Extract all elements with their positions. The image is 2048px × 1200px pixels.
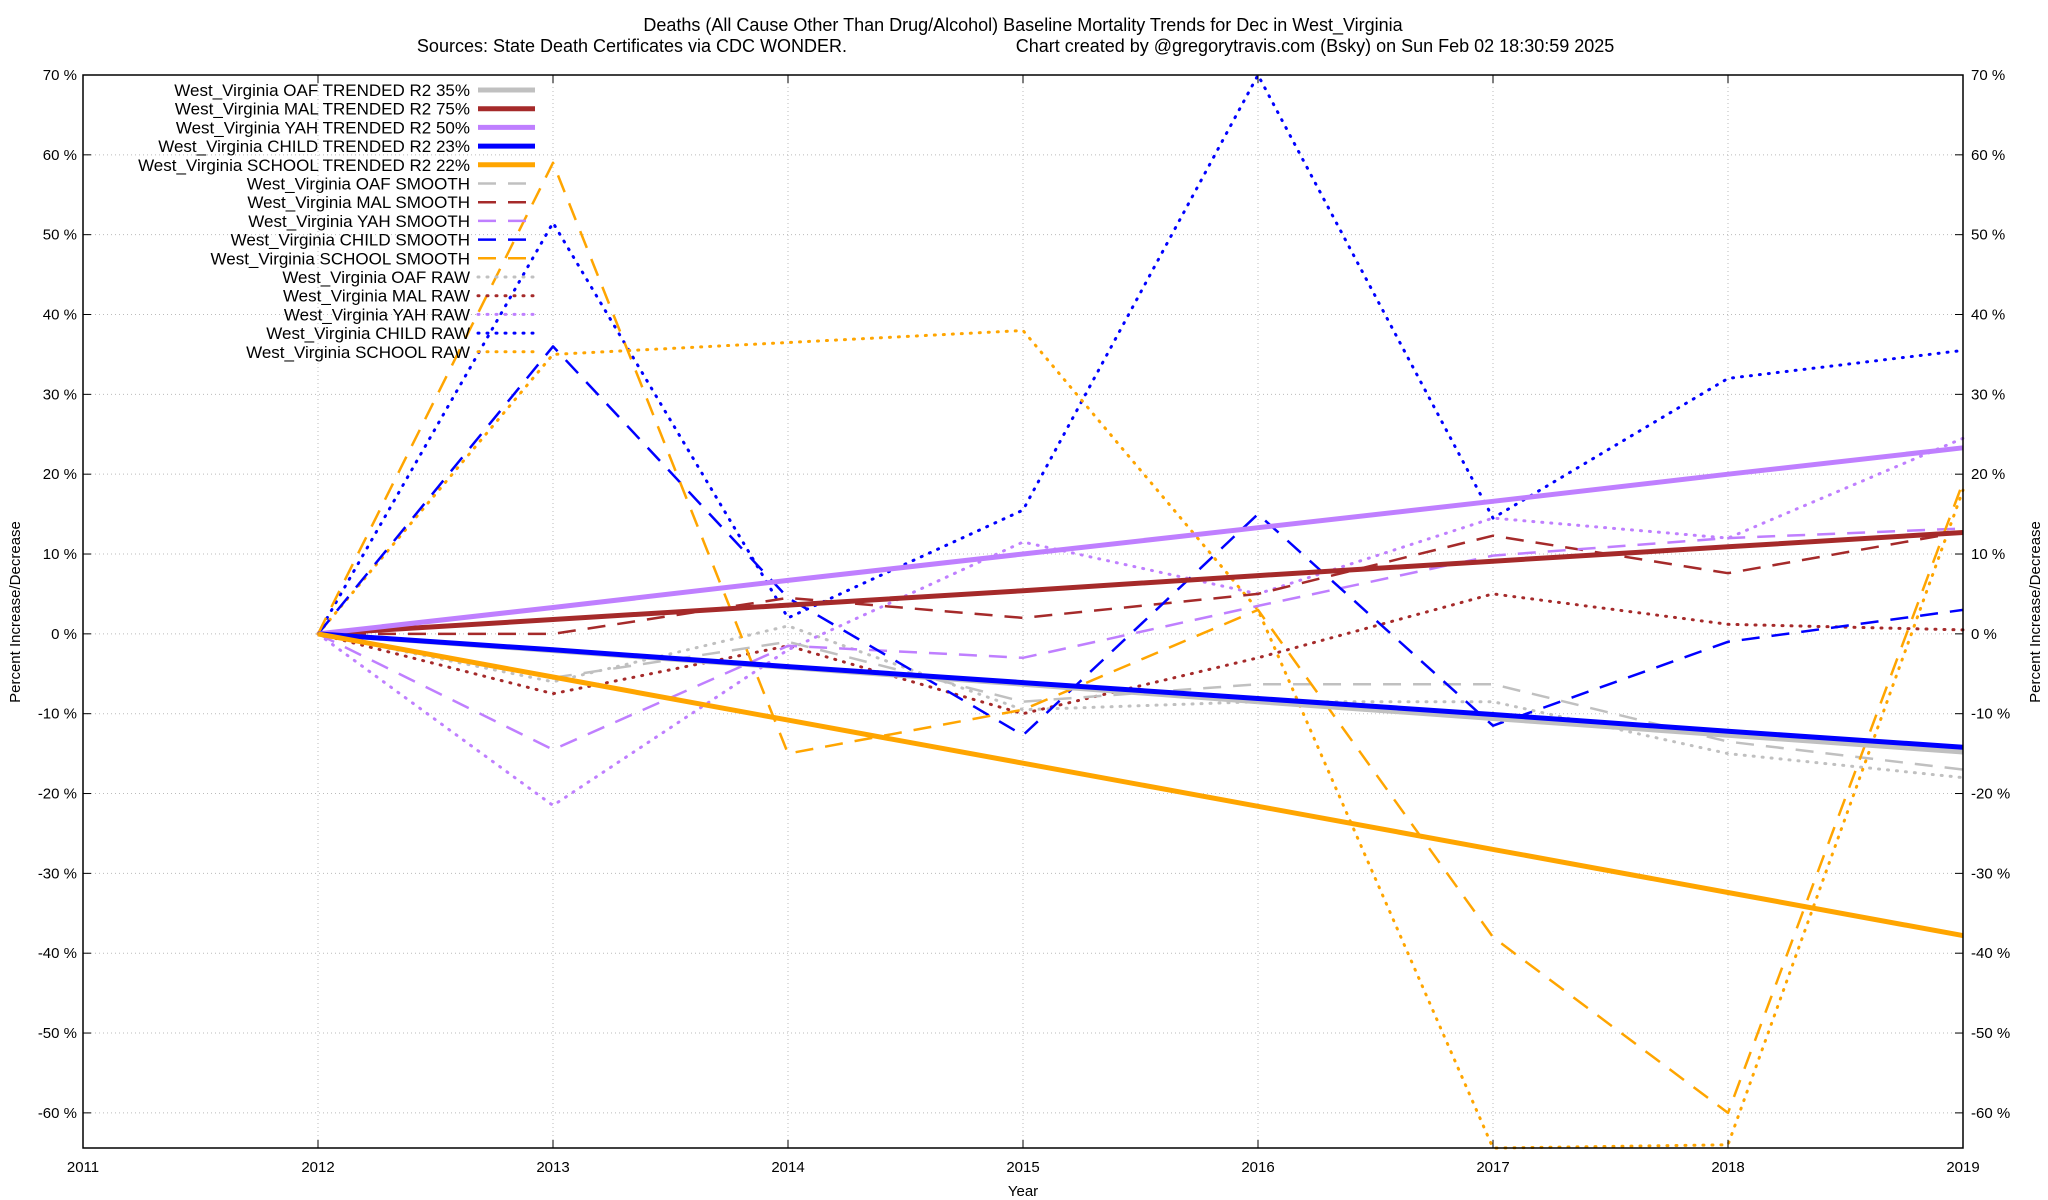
y-tick-label: 50 % bbox=[43, 227, 77, 244]
legend-label: West_Virginia MAL RAW bbox=[283, 287, 470, 306]
legend-label: West_Virginia CHILD RAW bbox=[266, 324, 470, 343]
axis-ticks: 70 % 70 % 60 % 60 % 50 % 50 % 40 % 40 % 30 % 30 %… bbox=[38, 67, 2010, 1176]
y2-axis-label: Percent Increase/Decrease bbox=[2027, 521, 2044, 703]
legend-label: West_Virginia CHILD SMOOTH bbox=[231, 231, 470, 250]
y2-tick-label: 0 % bbox=[1971, 626, 1997, 643]
series-line-smooth bbox=[317, 632, 1964, 771]
y2-tick-label: 10 % bbox=[1971, 546, 2005, 563]
legend-label: West_Virginia YAH TRENDED R2 50% bbox=[176, 118, 470, 137]
y2-tick-label: 50 % bbox=[1971, 227, 2005, 244]
y2-tick-label: 60 % bbox=[1971, 147, 2005, 164]
series-line-raw bbox=[316, 436, 1965, 807]
y-tick-label: 10 % bbox=[43, 546, 77, 563]
legend-label: West_Virginia OAF TRENDED R2 35% bbox=[174, 81, 470, 100]
x-axis-label: Year bbox=[1008, 1183, 1038, 1200]
y2-tick-label: -20 % bbox=[1971, 786, 2010, 803]
series-line-smooth bbox=[317, 527, 1964, 751]
y-tick-label: 70 % bbox=[43, 67, 77, 84]
x-tick-label: 2014 bbox=[771, 1159, 804, 1176]
series-group bbox=[316, 73, 1965, 1150]
y-tick-label: -10 % bbox=[38, 706, 77, 723]
x-tick-label: 2013 bbox=[536, 1159, 569, 1176]
legend-label: West_Virginia OAF RAW bbox=[282, 268, 470, 287]
chart-subtitle-credit: Chart created by @gregorytravis.com (Bsk… bbox=[1016, 36, 1615, 56]
legend-label: West_Virginia YAH RAW bbox=[284, 305, 470, 324]
y-tick-label: -60 % bbox=[38, 1105, 77, 1122]
y-tick-label: 30 % bbox=[43, 386, 77, 403]
legend-label: West_Virginia SCHOOL RAW bbox=[246, 343, 470, 362]
series-line-trend bbox=[317, 445, 1964, 637]
x-tick-label: 2017 bbox=[1476, 1159, 1509, 1176]
y-tick-label: 60 % bbox=[43, 147, 77, 164]
legend-label: West_Virginia SCHOOL SMOOTH bbox=[211, 249, 470, 268]
y2-tick-label: -30 % bbox=[1971, 865, 2010, 882]
x-tick-label: 2011 bbox=[67, 1159, 99, 1176]
y2-tick-label: 20 % bbox=[1971, 466, 2005, 483]
chart-title: Deaths (All Cause Other Than Drug/Alcoho… bbox=[643, 15, 1403, 36]
legend-label: West_Virginia MAL TRENDED R2 75% bbox=[175, 100, 470, 119]
series-line-smooth bbox=[316, 161, 1965, 1115]
legend-label: West_Virginia CHILD TRENDED R2 23% bbox=[158, 137, 470, 156]
x-tick-label: 2015 bbox=[1006, 1159, 1039, 1176]
legend: West_Virginia OAF TRENDED R2 35%West_Vir… bbox=[138, 81, 537, 362]
x-tick-label: 2019 bbox=[1946, 1159, 1979, 1176]
series-line-raw bbox=[316, 592, 1965, 716]
legend-label: West_Virginia SCHOOL TRENDED R2 22% bbox=[138, 156, 470, 175]
y-axis-label: Percent Increase/Decrease bbox=[7, 521, 24, 703]
series-line-trend bbox=[317, 631, 1964, 750]
series-line-raw bbox=[316, 329, 1965, 1150]
y-tick-label: -30 % bbox=[38, 865, 77, 882]
y2-tick-label: 30 % bbox=[1971, 386, 2005, 403]
series-line-trend bbox=[317, 631, 1964, 939]
series-line-raw bbox=[316, 73, 1965, 636]
y-tick-label: -20 % bbox=[38, 786, 77, 803]
x-tick-label: 2016 bbox=[1241, 1159, 1274, 1176]
y-tick-label: 0 % bbox=[51, 626, 77, 643]
legend-label: West_Virginia YAH SMOOTH bbox=[248, 212, 470, 231]
y-tick-label: -40 % bbox=[38, 945, 77, 962]
y2-tick-label: 70 % bbox=[1971, 67, 2005, 84]
x-tick-label: 2018 bbox=[1711, 1159, 1744, 1176]
y2-tick-label: -60 % bbox=[1971, 1105, 2010, 1122]
y-tick-label: 40 % bbox=[43, 307, 77, 324]
y2-tick-label: -40 % bbox=[1971, 945, 2010, 962]
series-line-smooth bbox=[318, 530, 1964, 636]
legend-label: West_Virginia OAF SMOOTH bbox=[247, 175, 470, 194]
y2-tick-label: -50 % bbox=[1971, 1025, 2010, 1042]
y-tick-label: 20 % bbox=[43, 466, 77, 483]
y2-tick-label: 40 % bbox=[1971, 307, 2005, 324]
series-line-trend bbox=[317, 530, 1964, 637]
x-tick-label: 2012 bbox=[301, 1159, 334, 1176]
chart-subtitle-sources: Sources: State Death Certificates via CD… bbox=[417, 36, 847, 56]
series-line-smooth bbox=[317, 345, 1964, 737]
y-tick-label: -50 % bbox=[38, 1025, 77, 1042]
legend-label: West_Virginia MAL SMOOTH bbox=[247, 193, 470, 212]
y2-tick-label: -10 % bbox=[1971, 706, 2010, 723]
